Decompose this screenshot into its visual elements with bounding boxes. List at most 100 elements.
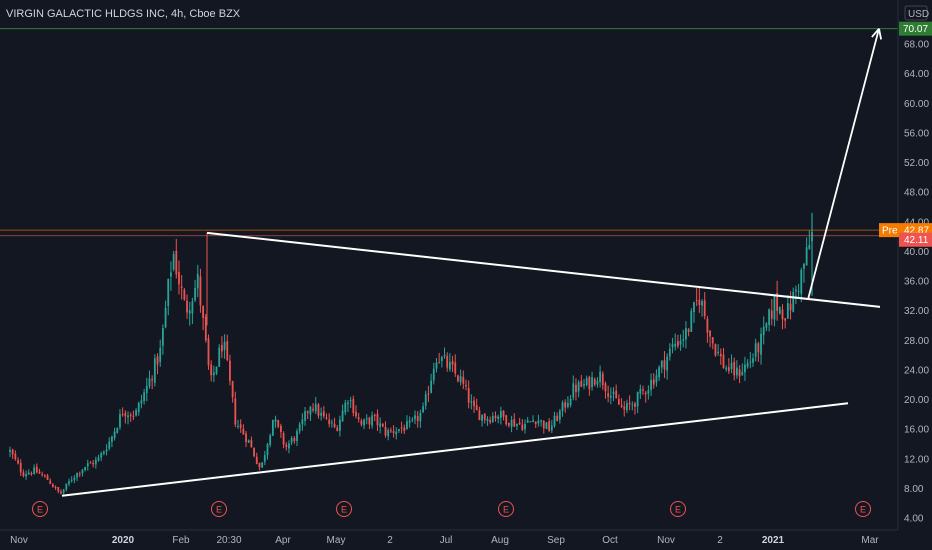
candle-body — [668, 348, 671, 357]
time-tick-label: Sep — [547, 535, 565, 546]
candle-body — [422, 406, 424, 412]
price-axis[interactable]: 4.00 8.00 12.00 16.00 20.00 24.00 28.00 32.00 36… — [904, 5, 929, 525]
candle-body — [786, 303, 789, 319]
candle-body — [266, 444, 269, 456]
candle-body — [309, 406, 312, 415]
candle-body — [448, 362, 451, 370]
candle-body — [644, 392, 647, 395]
candle-body — [789, 303, 792, 311]
candle-body — [62, 489, 65, 493]
candle-body — [508, 422, 510, 426]
candle-body — [298, 424, 301, 432]
price-tick-label: 56.00 — [904, 128, 929, 139]
earnings-marker-label: E — [341, 505, 347, 515]
time-tick-label: Nov — [657, 535, 675, 546]
candle-body — [398, 428, 400, 431]
candle-body — [269, 435, 272, 445]
candle-body — [68, 481, 70, 484]
candle-body — [167, 278, 170, 307]
currency-label: USD — [908, 9, 929, 20]
candle-body — [762, 326, 765, 336]
candle-body — [652, 379, 655, 385]
time-tick-label: Oct — [602, 535, 618, 546]
candle-body — [760, 333, 762, 355]
earnings-marker-label: E — [216, 505, 222, 515]
price-tick-label: 24.00 — [904, 365, 929, 376]
candle-body — [682, 339, 685, 341]
candle-body — [591, 377, 593, 388]
candle-body — [290, 438, 293, 443]
candle-body — [561, 402, 564, 412]
time-tick-label: May — [327, 535, 346, 546]
candle-body — [676, 341, 679, 347]
candle-body — [204, 316, 207, 341]
candle-body — [317, 404, 320, 416]
price-tick-label: 36.00 — [904, 277, 929, 288]
candle-body — [89, 462, 92, 464]
time-tick-label: Jul — [440, 535, 453, 546]
candle-body — [808, 245, 811, 250]
candle-body — [792, 291, 795, 312]
candle-body — [202, 305, 205, 319]
candle-body — [550, 425, 553, 431]
candle-body — [516, 423, 518, 427]
time-tick-label: Feb — [172, 535, 190, 546]
candle-body — [687, 329, 690, 332]
candle-body — [357, 417, 360, 420]
earnings-marker-label: E — [37, 505, 43, 515]
candle-body — [671, 344, 674, 348]
candle-body — [255, 456, 258, 464]
candle-body — [304, 411, 306, 421]
earnings-marker-label: E — [675, 505, 681, 515]
candle-body — [462, 376, 465, 384]
candle-body — [113, 431, 116, 439]
candle-body — [9, 449, 11, 452]
candle-body — [679, 340, 682, 345]
time-tick-label: Mar — [861, 535, 879, 546]
candle-body — [647, 390, 650, 394]
candle-body — [572, 383, 575, 398]
candle-body — [575, 384, 577, 393]
candle-body — [752, 358, 754, 363]
candle-body — [22, 472, 25, 476]
candle-body — [330, 422, 333, 424]
candle-body — [770, 310, 773, 319]
price-tick-label: 28.00 — [904, 336, 929, 347]
candle-body — [60, 491, 62, 494]
candle-body — [800, 269, 803, 294]
candle-body — [427, 393, 430, 395]
candle-body — [803, 263, 805, 269]
currency-box — [904, 5, 928, 21]
last-price-label: 42.11 — [904, 235, 929, 246]
candle-body — [164, 307, 167, 328]
candle-body — [392, 431, 395, 433]
candle-body — [119, 414, 121, 428]
premarket-tag — [879, 223, 900, 238]
candle-body — [717, 351, 720, 353]
candle-body — [242, 428, 245, 435]
time-tick-label: Aug — [491, 535, 509, 546]
candle-body — [666, 356, 669, 371]
time-tick-label: 2 — [717, 535, 723, 546]
candle-body — [577, 382, 580, 392]
candle-body — [223, 341, 226, 350]
time-axis[interactable]: Nov 2020 Feb 20:30 Apr May 2 Jul Aug Sep Oct Nov 2 20… — [10, 535, 879, 546]
premarket-price-label: 42.87 — [904, 226, 929, 237]
candle-body — [491, 416, 494, 422]
candle-body — [41, 474, 44, 476]
candle-body — [49, 480, 52, 485]
candle-body — [312, 408, 314, 411]
price-tick-label: 8.00 — [904, 484, 924, 495]
candle-body — [454, 362, 457, 374]
candle-body — [497, 416, 500, 420]
candle-body — [186, 300, 188, 313]
candle-body — [43, 475, 46, 477]
candle-body — [567, 403, 569, 407]
candle-body — [344, 402, 347, 413]
earnings-marker-circle — [211, 501, 227, 517]
candle-body — [237, 425, 239, 427]
earnings-marker-circle — [670, 501, 686, 517]
candle-body — [631, 404, 634, 406]
candle-body — [368, 417, 371, 425]
